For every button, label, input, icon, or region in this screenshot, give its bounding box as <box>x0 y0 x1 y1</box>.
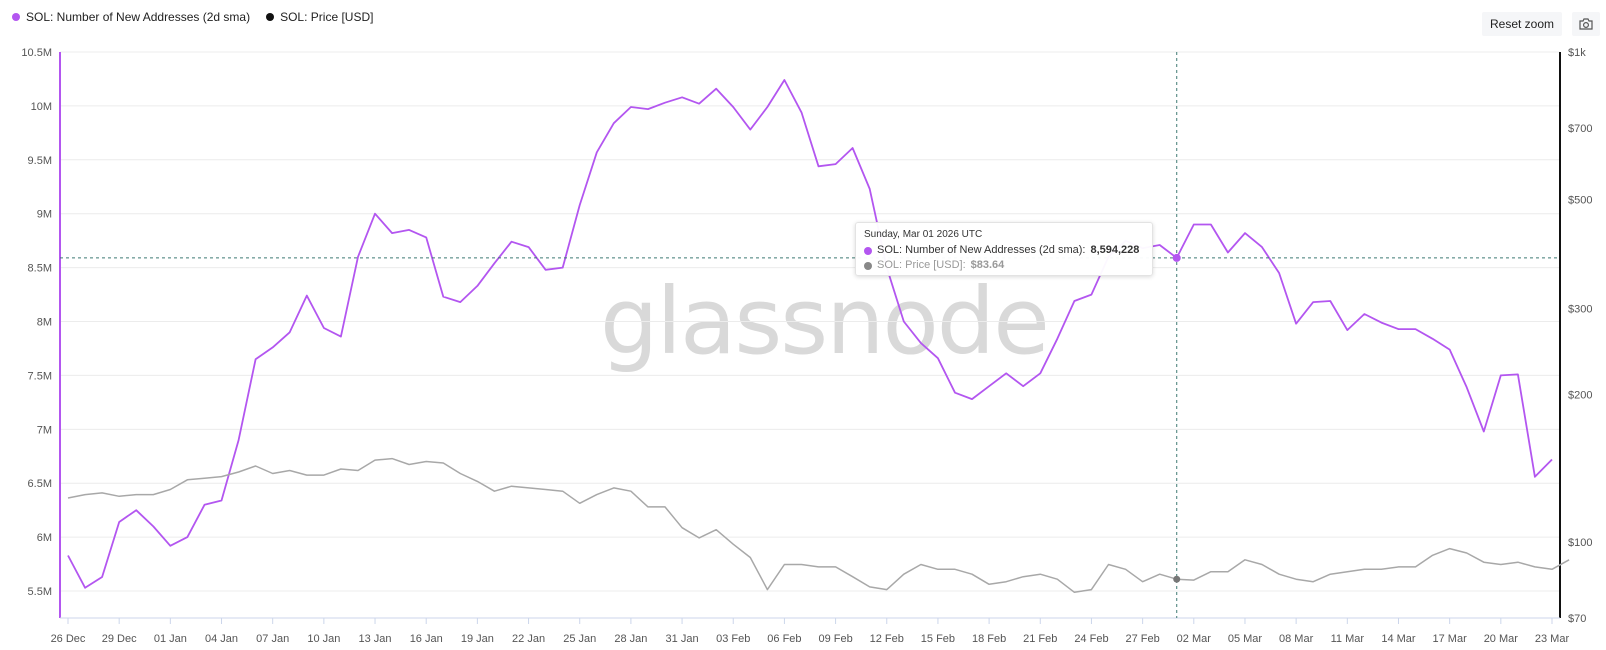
legend-dot-price <box>266 13 275 21</box>
left-tick-label: 8M <box>37 317 52 329</box>
export-image-button[interactable] <box>1572 12 1600 36</box>
left-tick-label: 5.5M <box>28 586 52 598</box>
highlight-point-new-addresses <box>1172 253 1181 262</box>
left-tick-label: 6.5M <box>28 478 52 490</box>
left-tick-label: 10.5M <box>21 47 52 59</box>
crosshair <box>60 52 1560 618</box>
tooltip-date: Sunday, Mar 01 2026 UTC <box>864 229 983 240</box>
x-tick-label: 18 Feb <box>972 633 1006 645</box>
x-tick-label: 19 Jan <box>461 633 494 645</box>
tooltip-dot-new-addresses <box>864 246 872 255</box>
left-tick-label: 9M <box>37 209 52 221</box>
left-y-axis: 5.5M 6M 6.5M 7M 7.5M 8M 8.5M 9M 9.5M 10M 10.5M <box>21 47 61 618</box>
x-tick-label: 08 Mar <box>1279 633 1314 645</box>
x-tick-label: 17 Mar <box>1433 633 1468 645</box>
series-lines <box>67 79 1570 594</box>
x-tick-label: 03 Feb <box>716 633 750 645</box>
x-tick-label: 13 Jan <box>359 633 392 645</box>
x-tick-label: 07 Jan <box>256 633 289 645</box>
legend-label-new-addresses: SOL: Number of New Addresses (2d sma) <box>26 10 251 24</box>
x-tick-label: 12 Feb <box>870 633 904 645</box>
x-tick-label: 05 Mar <box>1228 633 1263 645</box>
x-tick-label: 22 Jan <box>512 633 545 645</box>
x-tick-label: 20 Mar <box>1484 633 1519 645</box>
x-tick-label: 14 Mar <box>1381 633 1416 645</box>
gridlines <box>60 51 1560 592</box>
left-tick-label: 10M <box>31 101 52 113</box>
new-addresses-line <box>67 79 1553 589</box>
x-tick-label: 21 Feb <box>1023 633 1057 645</box>
x-tick-label: 02 Mar <box>1177 633 1212 645</box>
tooltip-row-price: SOL: Price [USD]: $83.64 <box>864 258 1144 273</box>
legend-dot-new-addresses <box>12 13 20 21</box>
reset-zoom-button[interactable]: Reset zoom <box>1482 12 1563 36</box>
right-tick-label: $500 <box>1568 195 1592 207</box>
x-tick-label: 23 Mar <box>1535 633 1570 645</box>
right-tick-label: $70 <box>1568 613 1586 625</box>
x-tick-label: 11 Mar <box>1331 633 1365 645</box>
x-tick-label: 15 Feb <box>921 633 955 645</box>
tooltip-dot-price <box>864 261 872 270</box>
x-tick-label: 31 Jan <box>666 633 699 645</box>
x-tick-label: 09 Feb <box>818 633 852 645</box>
tooltip-row-new-addresses: SOL: Number of New Addresses (2d sma): 8… <box>864 243 1144 258</box>
x-tick-label: 29 Dec <box>102 633 137 645</box>
x-tick-label: 10 Jan <box>307 633 340 645</box>
price-line <box>67 457 1570 594</box>
left-tick-label: 7M <box>37 424 52 436</box>
x-tick-label: 28 Jan <box>614 633 647 645</box>
x-tick-label: 16 Jan <box>410 633 443 645</box>
x-axis: 26 Dec 29 Dec 01 Jan 04 Jan 07 Jan 10 Jan 13 J… <box>51 617 1570 645</box>
tooltip-value-new-addresses: 8,594,228 <box>1090 244 1140 256</box>
highlight-point-price <box>1173 575 1181 583</box>
left-tick-label: 8.5M <box>28 263 52 275</box>
right-tick-label: $200 <box>1568 390 1592 402</box>
left-tick-label: 9.5M <box>28 155 52 167</box>
left-tick-label: 6M <box>37 532 52 544</box>
legend-item-new-addresses[interactable]: SOL: Number of New Addresses (2d sma) <box>12 10 250 24</box>
right-y-axis: $70 $100 $200 $300 $500 $700 $1k <box>1559 47 1592 625</box>
legend-label-price: SOL: Price [USD] <box>280 10 374 24</box>
x-tick-label: 04 Jan <box>205 633 238 645</box>
x-tick-label: 01 Jan <box>154 633 187 645</box>
x-tick-label: 25 Jan <box>563 633 596 645</box>
camera-icon <box>1579 18 1593 30</box>
legend-item-price[interactable]: SOL: Price [USD] <box>266 10 373 24</box>
x-tick-label: 24 Feb <box>1074 633 1108 645</box>
x-tick-label: 06 Feb <box>767 633 801 645</box>
tooltip-label-new-addresses: SOL: Number of New Addresses (2d sma): <box>877 244 1086 256</box>
left-tick-label: 7.5M <box>28 370 52 382</box>
right-tick-label: $100 <box>1568 537 1592 549</box>
x-tick-label: 27 Feb <box>1125 633 1159 645</box>
right-tick-label: $300 <box>1568 303 1592 315</box>
right-tick-label: $700 <box>1568 123 1592 135</box>
chart-legend: SOL: Number of New Addresses (2d sma) SO… <box>12 10 373 24</box>
x-tick-label: 26 Dec <box>51 633 86 645</box>
tooltip-label-price: SOL: Price [USD]: <box>877 259 966 271</box>
tooltip-value-price: $83.64 <box>970 259 1005 271</box>
chart-tooltip: Sunday, Mar 01 2026 UTC SOL: Number of N… <box>855 222 1153 276</box>
right-tick-label: $1k <box>1568 47 1586 59</box>
